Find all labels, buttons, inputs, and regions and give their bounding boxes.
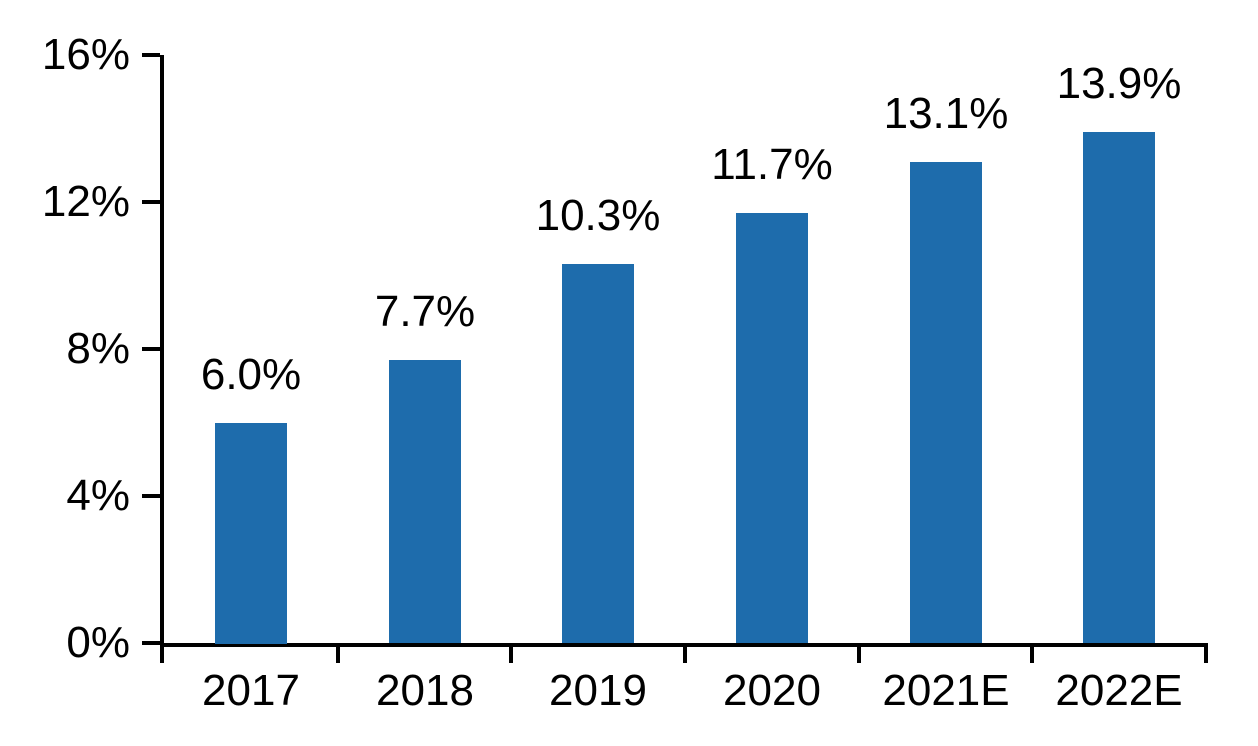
x-axis-tick: [509, 643, 513, 663]
y-axis-tick: [142, 347, 160, 351]
bar-value-label: 13.9%: [1056, 59, 1182, 108]
x-axis-tick: [1204, 643, 1208, 663]
bar-value-label: 6.0%: [200, 350, 302, 399]
x-axis-category-label: 2017: [202, 666, 300, 715]
y-axis-tick-label: 0%: [66, 618, 130, 667]
bar-value-label: 10.3%: [535, 191, 661, 240]
y-axis-tick: [142, 53, 160, 57]
y-axis-tick: [142, 200, 160, 204]
x-axis-tick: [1030, 643, 1034, 663]
plot-area: 0% 4% 8% 12% 16% 6.0% 2017 7.7% 2018 10.3% 2019 11.…: [42, 31, 1208, 715]
bar-value-label: 13.1%: [883, 89, 1009, 138]
bar: [562, 264, 634, 643]
x-axis-tick: [160, 643, 164, 663]
bar: [389, 360, 461, 643]
x-axis-tick: [336, 643, 340, 663]
bar: [215, 423, 287, 644]
y-axis-tick: [142, 494, 160, 498]
bar: [910, 162, 982, 643]
bar: [736, 213, 808, 643]
bar-value-label: 7.7%: [374, 287, 476, 336]
x-axis-category-label: 2021E: [882, 666, 1010, 715]
x-axis-category-label: 2020: [723, 666, 821, 715]
y-axis-tick-label: 8%: [66, 324, 130, 373]
y-axis-tick-label: 4%: [66, 471, 130, 520]
x-axis-tick: [683, 643, 687, 663]
x-axis-tick: [857, 643, 861, 663]
x-axis-category-label: 2019: [549, 666, 647, 715]
y-axis-tick: [142, 641, 160, 645]
bar-value-label: 11.7%: [711, 140, 833, 189]
y-axis-tick-label: 16%: [41, 30, 130, 79]
bar: [1083, 132, 1155, 643]
x-axis-category-label: 2018: [376, 666, 474, 715]
y-axis-tick-label: 12%: [41, 177, 130, 226]
x-axis-category-label: 2022E: [1055, 666, 1183, 715]
